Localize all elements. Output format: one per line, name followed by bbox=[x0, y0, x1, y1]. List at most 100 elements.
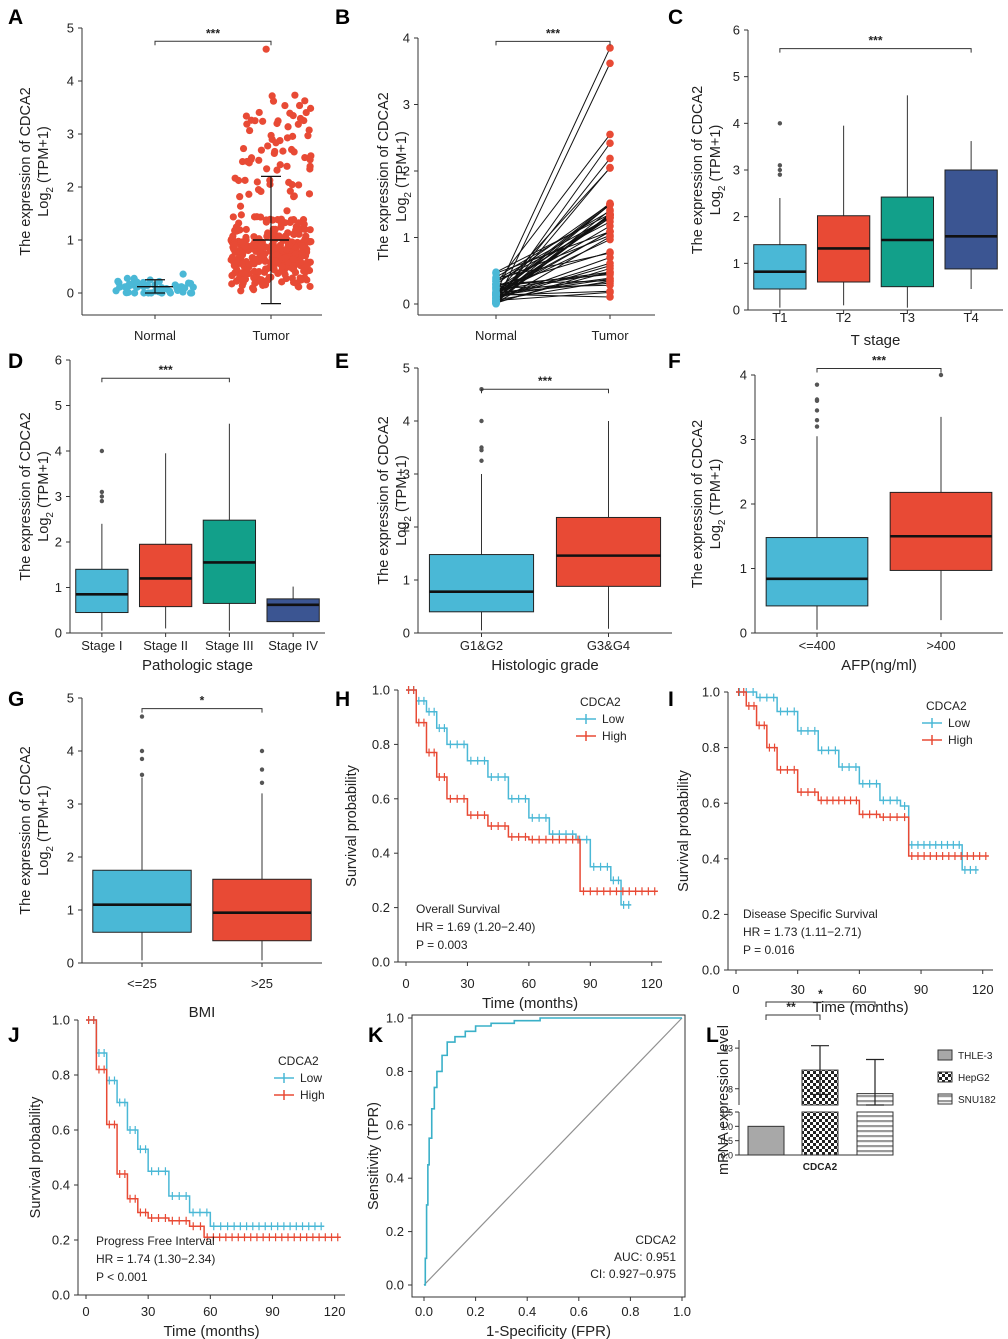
x-axis-title: Time (months) bbox=[812, 999, 908, 1016]
x-axis-title: Histologic grade bbox=[491, 657, 599, 674]
x-tick-label: >25 bbox=[251, 976, 273, 991]
scatter-point-tumor bbox=[275, 232, 283, 240]
x-tick-label: 0.8 bbox=[621, 1304, 639, 1319]
km-curve-low bbox=[86, 1019, 325, 1227]
scatter-point-normal bbox=[154, 286, 162, 294]
x-tick-label: 120 bbox=[641, 976, 663, 991]
significance-bracket bbox=[101, 377, 230, 383]
km-curve-high bbox=[86, 1019, 341, 1238]
roc-diagonal bbox=[423, 1017, 683, 1286]
y-axis-label-units: (TPM+1) bbox=[394, 131, 410, 192]
scatter-point-tumor bbox=[235, 275, 243, 283]
x-tick-label: 60 bbox=[522, 976, 536, 991]
y-tick-label: 0 bbox=[733, 303, 740, 318]
scatter-point-tumor bbox=[286, 109, 294, 117]
y-tick-label: 1.0 bbox=[720, 1122, 733, 1132]
scatter-point-tumor bbox=[273, 166, 281, 174]
x-tick-label: 0 bbox=[402, 976, 409, 991]
y-axis-label: Survival probability bbox=[676, 769, 692, 891]
y-tick-label: 3 bbox=[67, 797, 74, 812]
paired-point-normal bbox=[492, 297, 500, 306]
scatter-point-tumor bbox=[295, 101, 304, 110]
annotation-line: Disease Specific Survival bbox=[743, 907, 878, 921]
x-tick-label: 120 bbox=[324, 1304, 346, 1319]
x-tick-label: G1&G2 bbox=[460, 638, 503, 653]
scatter-point-tumor bbox=[245, 190, 253, 198]
annotation-line: P = 0.016 bbox=[743, 943, 795, 957]
significance-bracket bbox=[779, 48, 972, 53]
y-tick-label: 1.5 bbox=[720, 1108, 733, 1118]
scatter-point-normal bbox=[133, 278, 141, 286]
box-outlier bbox=[139, 756, 145, 762]
y-axis-label-subscript: 2 bbox=[717, 519, 728, 525]
y-axis-label: Survival probability bbox=[28, 1096, 44, 1218]
scatter-point-tumor bbox=[301, 97, 309, 105]
y-axis-label-subscript: 2 bbox=[45, 846, 56, 852]
panel-letter: L bbox=[706, 1024, 719, 1047]
y-axis-label: The expression of CDCA2 Log2 (TPM+1) bbox=[376, 92, 414, 260]
y-tick-label: 3 bbox=[55, 489, 62, 504]
box-outlier bbox=[99, 494, 105, 499]
box-outlier bbox=[777, 121, 783, 126]
x-tick-label: <=25 bbox=[127, 976, 157, 991]
roc-annotation: CI: 0.927−0.975 bbox=[590, 1267, 676, 1281]
legend-label-low: Low bbox=[948, 716, 970, 730]
scatter-point-tumor bbox=[279, 147, 287, 155]
scatter-point-tumor bbox=[251, 255, 260, 263]
scatter-point-tumor bbox=[295, 181, 303, 189]
panel-h: H Survival probability 0.0 0.2 0.4 0.6 0.8 1.0 0… bbox=[335, 683, 663, 1013]
y-tick-label: 5 bbox=[55, 398, 62, 413]
scatter-point-tumor bbox=[259, 117, 267, 125]
x-tick-label: Normal bbox=[134, 328, 176, 343]
paired-point-tumor bbox=[606, 163, 614, 172]
box-outlier bbox=[99, 489, 105, 495]
scatter-point-tumor bbox=[298, 242, 307, 250]
box-<=400 bbox=[765, 537, 869, 607]
y-tick-label: 0 bbox=[67, 286, 74, 301]
y-axis-label-subscript: 2 bbox=[45, 512, 56, 518]
scatter-point-tumor bbox=[230, 241, 238, 249]
y-tick-label: 0 bbox=[403, 297, 410, 312]
paired-point-tumor bbox=[606, 227, 614, 236]
x-tick-label: 0.2 bbox=[467, 1304, 485, 1319]
y-tick-label: 4 bbox=[733, 116, 740, 131]
scatter-point-normal bbox=[124, 282, 132, 290]
x-axis-title: 1-Specificity (FPR) bbox=[486, 1323, 611, 1339]
y-tick-label: 5 bbox=[67, 21, 74, 36]
y-tick-label: 8 bbox=[728, 1084, 733, 1094]
scatter-point-tumor bbox=[306, 162, 314, 170]
paired-line bbox=[495, 214, 611, 302]
scatter-point-tumor bbox=[271, 225, 279, 233]
x-tick-label: 0.6 bbox=[570, 1304, 588, 1319]
y-tick-label: 6 bbox=[733, 23, 740, 38]
paired-line bbox=[495, 271, 611, 303]
scatter-point-tumor bbox=[276, 161, 284, 169]
legend-label-high: High bbox=[300, 1088, 325, 1102]
box-T3 bbox=[880, 196, 935, 288]
scatter-point-tumor bbox=[229, 213, 237, 221]
paired-line bbox=[495, 231, 611, 295]
x-tick-label: G3&G4 bbox=[587, 638, 630, 653]
y-axis-label-line2: Log bbox=[36, 852, 52, 876]
box-outlier bbox=[814, 397, 820, 402]
x-tick-label: 0 bbox=[82, 1304, 89, 1319]
x-tick-label: Stage I bbox=[81, 638, 122, 653]
box-outlier bbox=[99, 498, 105, 504]
scatter-point-tumor bbox=[290, 148, 298, 156]
scatter-point-normal bbox=[115, 279, 123, 287]
legend-label-thle-3: THLE-3 bbox=[958, 1051, 993, 1062]
scatter-point-tumor bbox=[289, 255, 297, 263]
box-outlier bbox=[777, 172, 783, 177]
scatter-point-tumor bbox=[283, 207, 291, 215]
panel-letter: K bbox=[368, 1024, 383, 1047]
paired-line bbox=[495, 213, 611, 273]
scatter-point-tumor bbox=[290, 229, 298, 238]
y-axis-label-line2: Log bbox=[708, 525, 724, 549]
panel-letter: B bbox=[335, 6, 350, 29]
scatter-point-tumor bbox=[268, 243, 276, 252]
legend-label-hepg2: HepG2 bbox=[958, 1073, 990, 1084]
y-axis-label-line1: The expression of CDCA2 bbox=[376, 416, 392, 584]
y-tick-label: 2 bbox=[67, 180, 74, 195]
y-axis-label: mRNA expression level bbox=[716, 1025, 732, 1175]
